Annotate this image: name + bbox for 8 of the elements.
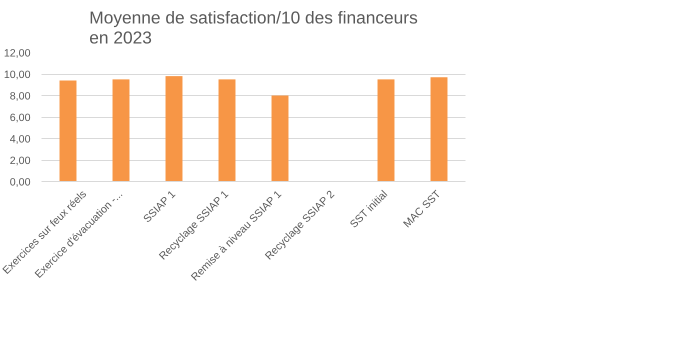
y-tick-label: 10,00 bbox=[4, 69, 31, 81]
y-tick-label: 2,00 bbox=[10, 155, 31, 167]
y-tick-label: 8,00 bbox=[10, 90, 31, 102]
y-tick-label: 6,00 bbox=[10, 112, 31, 124]
y-tick-label: 0,00 bbox=[10, 176, 31, 188]
y-tick-label: 12,00 bbox=[4, 48, 31, 60]
chart-title: Moyenne de satisfaction/10 des financeurs en 2023 bbox=[89, 8, 418, 48]
y-tick-label: 4,00 bbox=[10, 134, 31, 146]
